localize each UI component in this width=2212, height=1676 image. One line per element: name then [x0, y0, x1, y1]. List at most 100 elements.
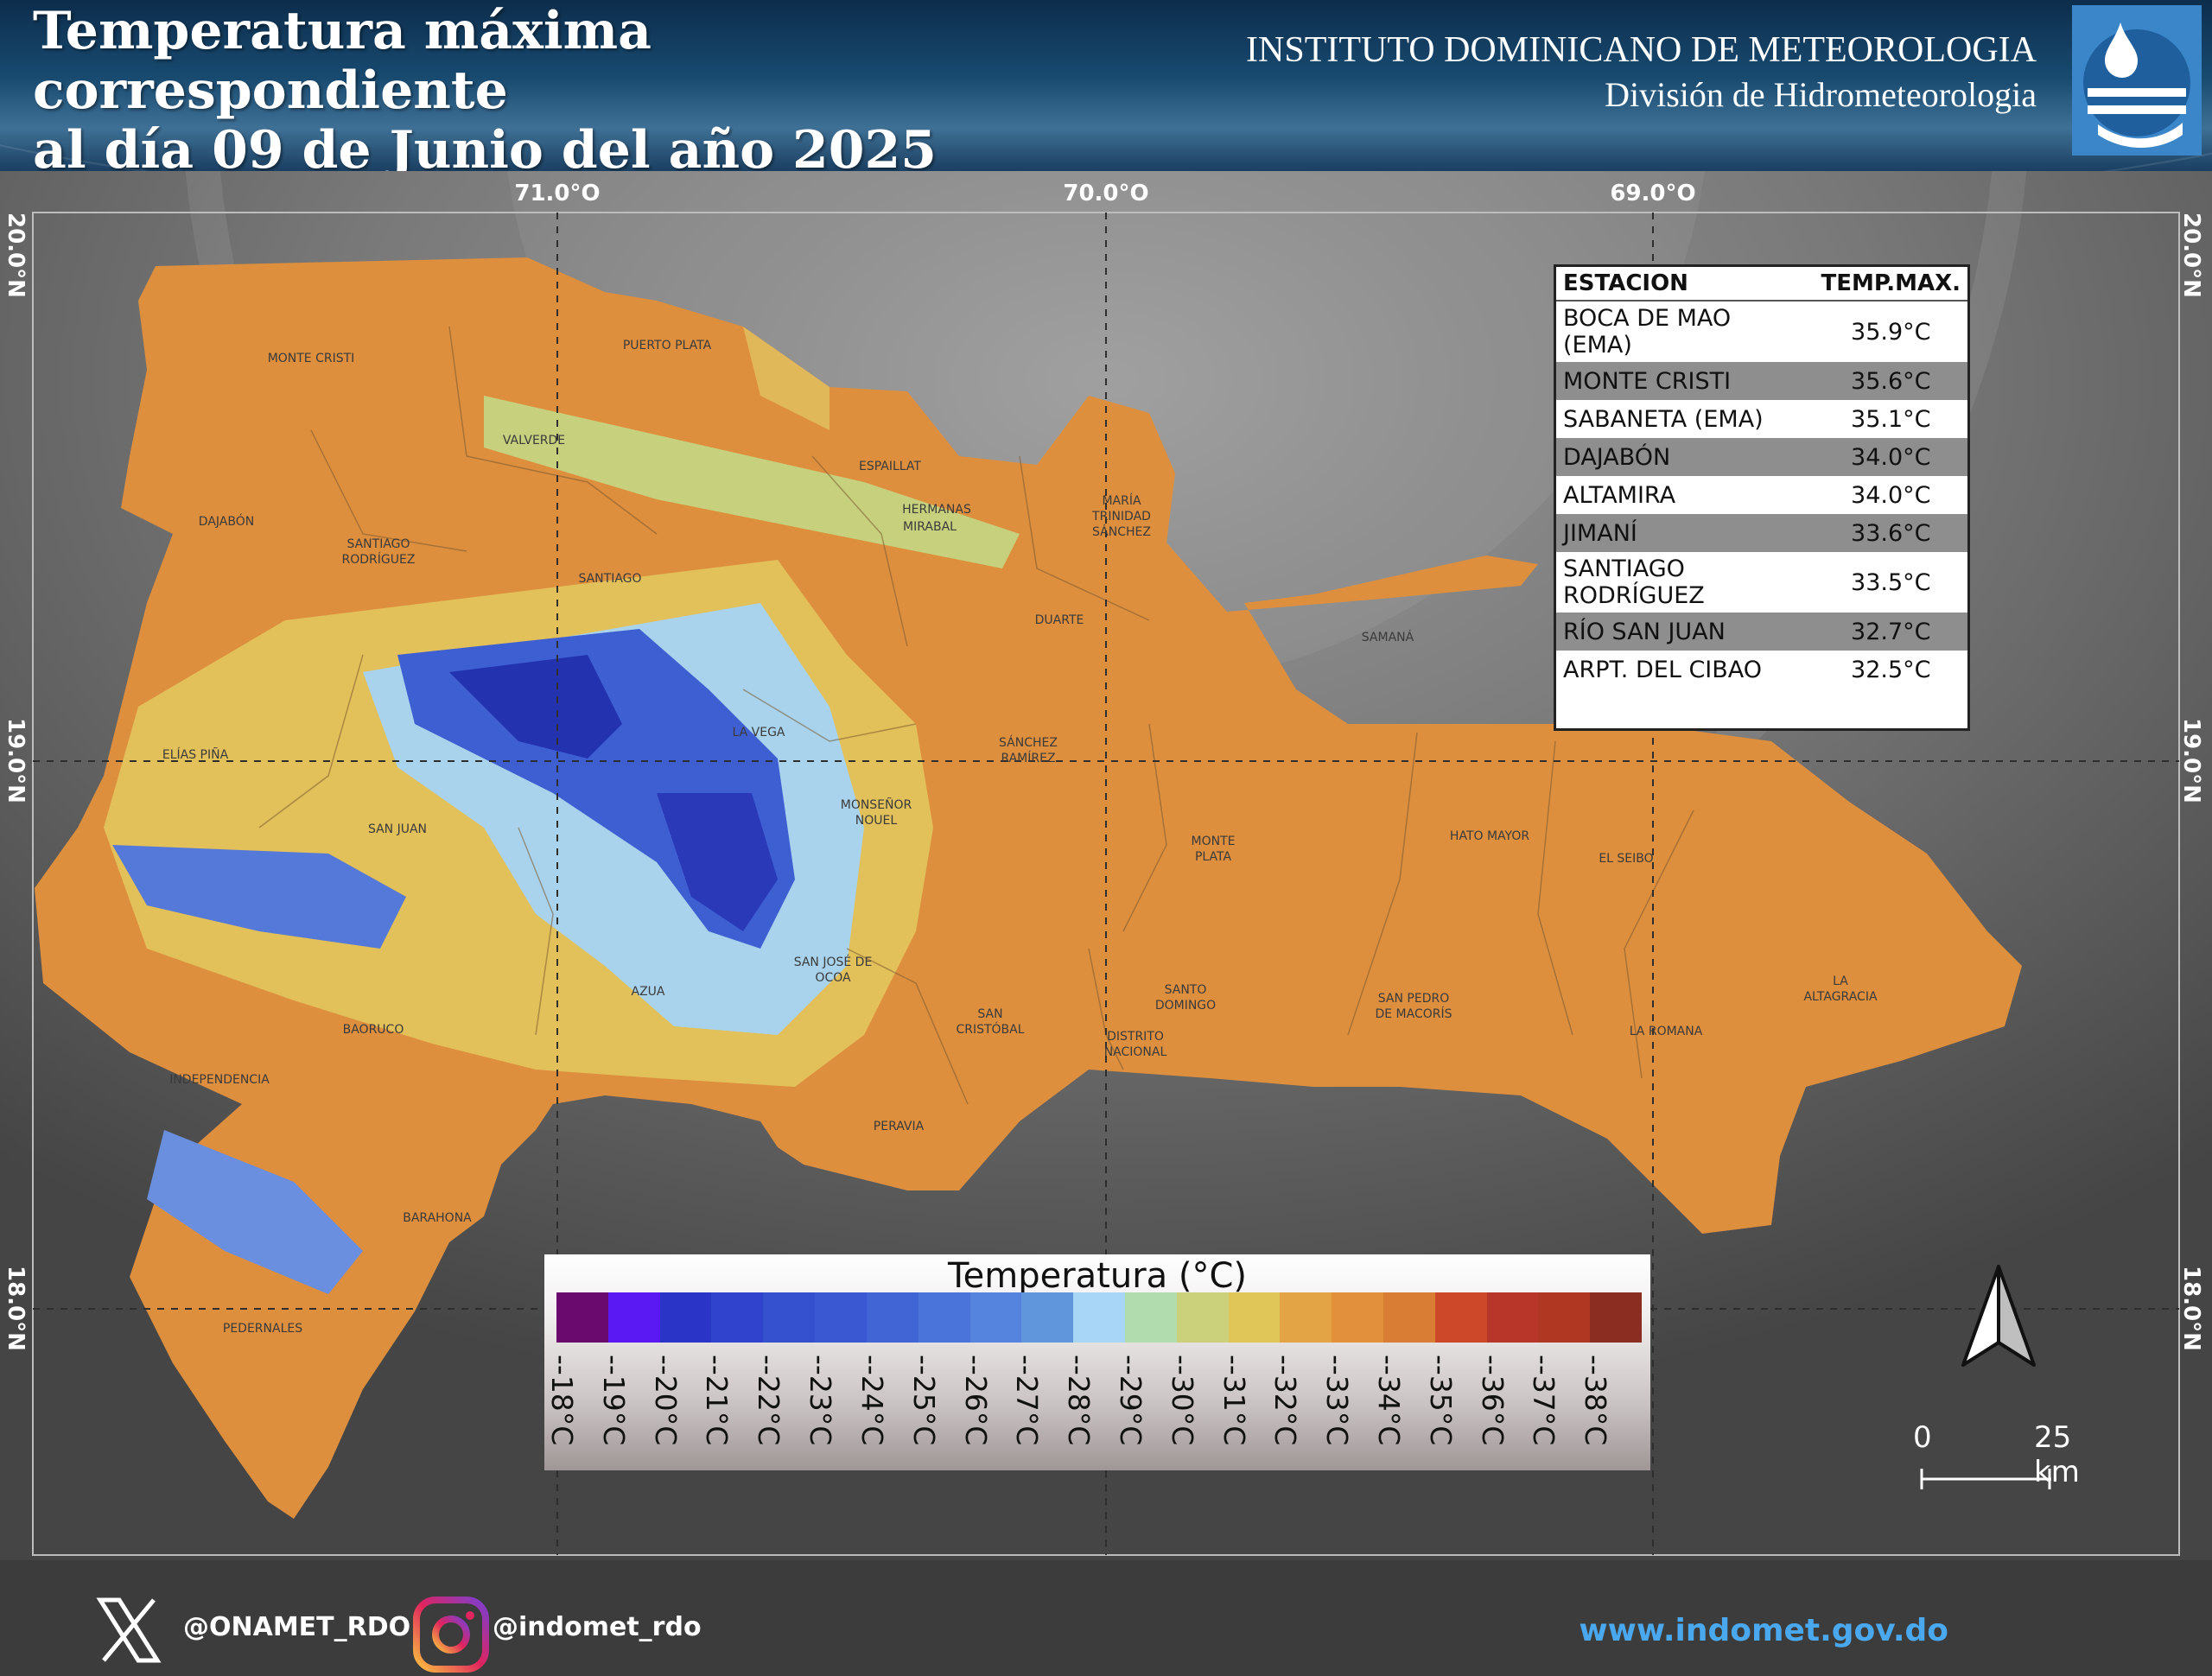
institute-block: INSTITUTO DOMINICANO DE METEOROLOGIA Div…: [1246, 28, 2037, 117]
legend-swatch: [1383, 1292, 1435, 1343]
legend-swatch: [866, 1292, 918, 1343]
legend-swatch: [607, 1292, 660, 1343]
legend-label: --30°C: [1165, 1355, 1199, 1446]
lon-label-top-1: 71.0°O: [514, 181, 600, 206]
lat-label-right-1: 20.0°N: [2178, 213, 2204, 298]
lat-label-left-2: 19.0°N: [3, 718, 29, 803]
svg-text:SAMANÁ: SAMANÁ: [1362, 630, 1414, 644]
x-logo-icon[interactable]: [95, 1597, 162, 1664]
legend-swatch: [918, 1292, 970, 1343]
legend-swatch: [1073, 1292, 1125, 1343]
lat-label-right-3: 18.0°N: [2178, 1266, 2204, 1351]
legend-label: --28°C: [1062, 1355, 1096, 1446]
page-title: Temperatura máxima correspondiente al dí…: [33, 2, 1070, 172]
province-labels: MONTE CRISTI PUERTO PLATA VALVERDE ESPAI…: [162, 339, 1878, 1336]
legend-swatch: [1228, 1292, 1281, 1343]
table-row: MONTE CRISTI 35.6°C: [1556, 362, 1967, 400]
svg-text:MONSEÑOR: MONSEÑOR: [841, 797, 912, 812]
table-row: SANTIAGO RODRÍGUEZ 33.5°C: [1563, 555, 1931, 609]
svg-text:DAJABÓN: DAJABÓN: [199, 513, 254, 529]
table-row: JIMANÍ 33.6°C: [1556, 514, 1967, 552]
legend-swatch: [556, 1292, 608, 1343]
svg-text:DUARTE: DUARTE: [1035, 613, 1084, 627]
svg-text:BARAHONA: BARAHONA: [403, 1211, 472, 1225]
indomet-logo-icon: [2072, 5, 2202, 156]
legend-swatch: [1434, 1292, 1487, 1343]
table-row: DAJABÓN 34.0°C: [1556, 438, 1967, 476]
svg-text:PERAVIA: PERAVIA: [874, 1120, 925, 1133]
svg-text:SAN JOSÉ DE: SAN JOSÉ DE: [794, 955, 873, 969]
station-table: ESTACION TEMP.MAX. BOCA DE MAO (EMA) 35.9…: [1554, 264, 1970, 731]
lat-label-left-1: 20.0°N: [3, 213, 29, 298]
svg-text:ELÍAS PIÑA: ELÍAS PIÑA: [162, 747, 229, 762]
svg-text:MIRABAL: MIRABAL: [903, 520, 957, 534]
website-link[interactable]: www.indomet.gov.do: [1579, 1613, 1948, 1648]
legend-label: --23°C: [804, 1355, 838, 1446]
svg-text:SANTIAGO: SANTIAGO: [346, 537, 410, 551]
legend-labels: --18°C --19°C --20°C --21°C --22°C --23°C --24…: [545, 1355, 1642, 1467]
legend-label: --29°C: [1113, 1355, 1147, 1446]
svg-text:PLATA: PLATA: [1195, 850, 1232, 864]
table-row: SABANETA (EMA) 35.1°C: [1563, 405, 1931, 433]
svg-text:TRINIDAD: TRINIDAD: [1091, 510, 1151, 524]
x-handle-link[interactable]: @ONAMET_RDO: [183, 1612, 411, 1642]
svg-text:MARÍA: MARÍA: [1102, 493, 1141, 508]
legend-color-bar: [556, 1292, 1643, 1343]
legend-label: --33°C: [1320, 1355, 1355, 1446]
svg-text:RODRÍGUEZ: RODRÍGUEZ: [342, 552, 416, 567]
legend-swatch: [1176, 1292, 1229, 1343]
svg-text:EL SEIBO: EL SEIBO: [1599, 852, 1653, 866]
temp-header: TEMP.MAX.: [1814, 267, 1967, 302]
legend-swatch: [1280, 1292, 1332, 1343]
svg-text:SAN: SAN: [977, 1007, 1002, 1021]
table-row: ARPT. DEL CIBAO 32.5°C: [1563, 656, 1931, 683]
title-line-2: al día 09 de Junio del año 2025: [33, 120, 938, 172]
svg-text:RAMÍREZ: RAMÍREZ: [1001, 751, 1055, 765]
island-landmass: [35, 257, 2022, 1519]
legend-label: --24°C: [855, 1355, 889, 1446]
legend-label: --25°C: [906, 1355, 941, 1446]
svg-text:SANTO: SANTO: [1165, 983, 1207, 997]
instagram-icon[interactable]: [413, 1597, 489, 1673]
svg-text:CRISTÓBAL: CRISTÓBAL: [956, 1021, 1024, 1037]
legend-label: --36°C: [1475, 1355, 1510, 1446]
legend-label: --31°C: [1217, 1355, 1251, 1446]
table-row: RÍO SAN JUAN 32.7°C: [1556, 613, 1967, 651]
institute-name: INSTITUTO DOMINICANO DE METEOROLOGIA: [1246, 30, 2037, 70]
svg-text:PEDERNALES: PEDERNALES: [223, 1322, 302, 1336]
legend-swatch: [1124, 1292, 1177, 1343]
legend-label: --38°C: [1579, 1355, 1613, 1446]
svg-text:AZUA: AZUA: [632, 985, 665, 999]
svg-text:SÁNCHEZ: SÁNCHEZ: [1092, 524, 1151, 539]
table-row: BOCA DE MAO (EMA) 35.9°C: [1563, 305, 1931, 359]
svg-text:LA ROMANA: LA ROMANA: [1630, 1025, 1703, 1038]
legend-label: --35°C: [1423, 1355, 1458, 1446]
legend-swatch: [1332, 1292, 1383, 1343]
instagram-handle-link[interactable]: @indomet_rdo: [493, 1612, 702, 1642]
legend-swatch: [969, 1292, 1022, 1343]
svg-text:OCOA: OCOA: [815, 971, 851, 985]
svg-text:NOUEL: NOUEL: [855, 814, 898, 828]
svg-text:VALVERDE: VALVERDE: [503, 434, 565, 448]
scale-distance: 25 km: [2034, 1420, 2080, 1489]
svg-text:INDEPENDENCIA: INDEPENDENCIA: [169, 1073, 270, 1087]
lon-label-top-3: 69.0°O: [1610, 181, 1695, 206]
svg-text:SANTIAGO: SANTIAGO: [578, 572, 641, 586]
axis-labels: 71.0°O 70.0°O 69.0°O 71.0°O 70.0°O 69.0°…: [3, 181, 2204, 1351]
svg-text:MONTE: MONTE: [1192, 835, 1236, 848]
legend-swatch: [659, 1292, 712, 1343]
scale-zero: 0: [1913, 1420, 1932, 1455]
legend-label: --22°C: [752, 1355, 786, 1446]
lat-label-right-2: 19.0°N: [2178, 718, 2204, 803]
legend-label: --21°C: [700, 1355, 734, 1446]
svg-text:BAORUCO: BAORUCO: [343, 1023, 404, 1037]
legend-swatch: [763, 1292, 816, 1343]
svg-text:NACIONAL: NACIONAL: [1104, 1045, 1167, 1059]
institute-division: División de Hidrometeorologia: [1605, 74, 2037, 114]
svg-text:ESPAILLAT: ESPAILLAT: [859, 460, 921, 473]
svg-text:SÁNCHEZ: SÁNCHEZ: [999, 735, 1058, 750]
svg-text:LA VEGA: LA VEGA: [733, 726, 785, 740]
lon-label-top-2: 70.0°O: [1063, 181, 1148, 206]
legend-swatch: [1590, 1292, 1643, 1343]
legend-swatch: [1021, 1292, 1074, 1343]
